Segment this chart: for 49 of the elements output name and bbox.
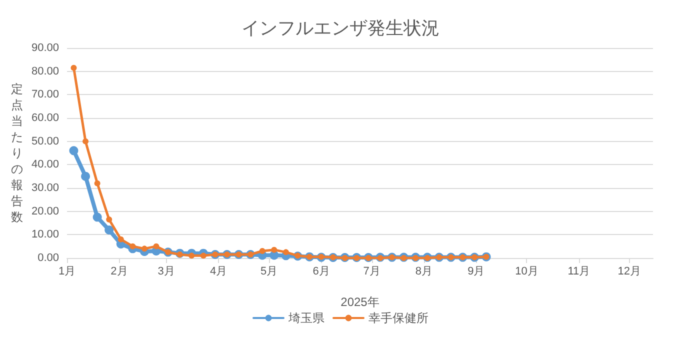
point — [377, 255, 384, 261]
point — [153, 243, 160, 250]
y-tick-label: 10.00 — [31, 228, 59, 241]
point — [94, 180, 100, 186]
point — [141, 246, 148, 252]
y-tick-label: 50.00 — [31, 135, 59, 148]
point — [400, 255, 407, 261]
x-tick-label: 3月 — [158, 266, 175, 278]
y-tick-label: 30.00 — [31, 182, 59, 194]
x-tick-label: 1月 — [58, 266, 76, 278]
y-tick-label: 60.00 — [31, 112, 59, 124]
point — [82, 138, 89, 144]
point — [188, 252, 195, 259]
x-tick-label: 7月 — [363, 266, 380, 278]
point — [81, 172, 90, 181]
chart-title: インフルエンザ発生状況 — [242, 18, 440, 38]
point — [271, 246, 278, 253]
x-tick-label: 12月 — [618, 266, 642, 278]
x-tick-label: 8月 — [415, 266, 433, 278]
legend-label: 埼玉県 — [288, 311, 324, 325]
point — [104, 226, 114, 234]
x-tick-label: 9月 — [468, 266, 485, 278]
y-tick-label: 70.00 — [31, 88, 59, 101]
y-tick-label: 0.00 — [38, 252, 59, 264]
point — [424, 255, 430, 261]
point — [70, 64, 77, 71]
y-tick-label: 20.00 — [31, 205, 59, 218]
y-tick-label: 80.00 — [31, 65, 59, 78]
point — [282, 249, 289, 256]
point — [200, 252, 206, 259]
y-tick-label: 40.00 — [31, 158, 59, 171]
legend-label: 幸手保健所 — [368, 311, 428, 325]
x-tick-label: 10月 — [515, 266, 538, 278]
x-tick-label: 11月 — [568, 266, 590, 278]
x-axis-title: 2025年 — [340, 295, 380, 309]
point — [106, 216, 112, 222]
point — [412, 255, 419, 261]
x-tick-label: 4月 — [210, 266, 228, 278]
text: 定点当たりの報告数 — [11, 82, 23, 224]
point — [69, 146, 78, 156]
point — [259, 248, 266, 254]
x-tick-label: 6月 — [312, 266, 330, 278]
y-tick-label: 90.00 — [31, 42, 59, 54]
point — [130, 243, 136, 250]
x-tick-label: 5月 — [260, 266, 278, 278]
point — [92, 212, 102, 222]
x-tick-label: 2月 — [110, 266, 128, 278]
point — [176, 252, 183, 258]
point — [118, 236, 124, 242]
